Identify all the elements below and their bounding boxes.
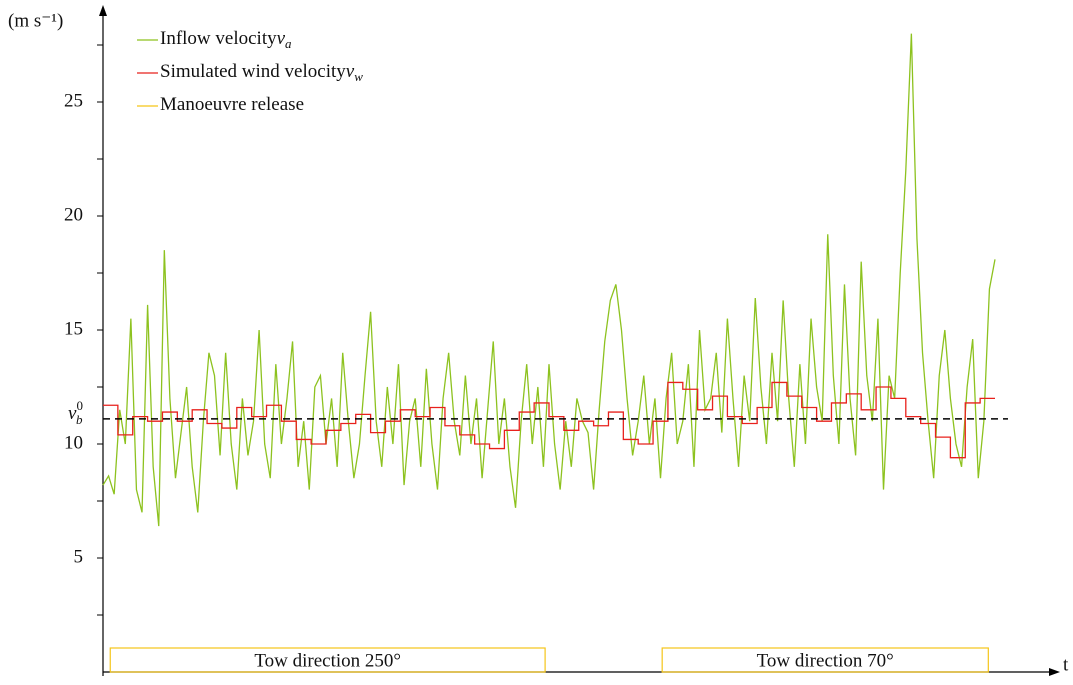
symbol: v [346,61,355,82]
series-line [102,33,996,527]
legend-name: Manoeuvre release [160,94,304,115]
series-step [103,381,995,459]
y-arrow [99,5,107,16]
legend-label: Inflow velocityva [160,28,292,51]
span-label: Tow direction 70° [757,650,894,671]
y-tick-label: 20 [64,204,83,225]
symbol: v [68,403,77,424]
symbol: v [277,28,286,49]
symbol-sup: 0 [76,398,83,413]
y-tick-label: 10 [64,432,83,453]
symbol-sub: a [285,36,292,51]
y-label: (m s⁻¹) [8,10,63,31]
legend-name: Inflow velocity [160,28,277,49]
y-tick-label: 15 [64,318,83,339]
symbol-sub: b [76,412,83,427]
reference-label: v0 b [68,398,83,427]
legend-label: Simulated wind velocityvw [160,61,363,84]
symbol-sub: w [354,69,363,84]
span-box [661,647,989,673]
legend-name: Simulated wind velocity [160,61,346,82]
legend-label: Manoeuvre release [160,94,304,115]
span-label: Tow direction 250° [254,650,401,671]
span-box [109,647,546,673]
y-tick-label: 5 [74,546,84,567]
x-label: t [1063,654,1069,675]
x-arrow [1049,668,1060,676]
y-tick-label: 25 [64,90,83,111]
